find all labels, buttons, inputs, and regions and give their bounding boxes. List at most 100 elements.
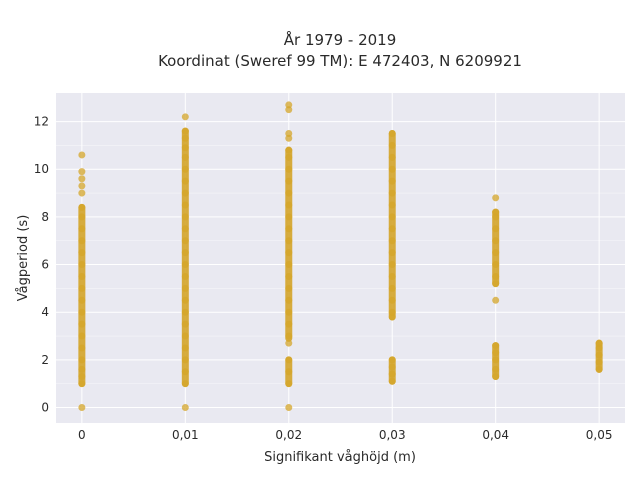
data-point-20 [78, 175, 86, 183]
data-point-18 [78, 189, 86, 197]
data-point-89 [388, 189, 396, 197]
data-point-28 [181, 332, 189, 340]
data-point-3 [78, 365, 86, 373]
y-tick-label-6: 12 [34, 115, 49, 129]
data-point-26 [181, 356, 189, 364]
x-tick-label-5: 0,05 [586, 428, 613, 442]
data-point-11 [78, 272, 86, 280]
y-tick-label-5: 10 [34, 162, 49, 176]
data-point-69 [285, 146, 293, 154]
data-point-46 [181, 127, 189, 135]
data-point-88 [388, 201, 396, 209]
data-point-79 [388, 308, 396, 316]
data-point-6 [78, 332, 86, 340]
data-point-50 [285, 368, 293, 376]
data-point-45 [181, 134, 189, 142]
data-point-102 [492, 272, 500, 280]
data-point-80 [388, 296, 396, 304]
data-point-43 [181, 153, 189, 161]
data-point-91 [388, 165, 396, 173]
y-tick-labels: 0 2 4 6 8 10 12 [34, 115, 49, 415]
data-point-60 [285, 249, 293, 257]
x-axis-label: Signifikant våghöjd (m) [264, 450, 416, 465]
data-point-14 [78, 237, 86, 245]
data-point-21 [78, 168, 86, 176]
data-point-32 [181, 284, 189, 292]
data-point-2 [78, 373, 86, 381]
data-point-96 [492, 365, 500, 373]
data-point-37 [181, 225, 189, 233]
x-tick-label-1: 0,01 [172, 428, 199, 442]
data-point-53 [285, 332, 293, 340]
data-point-76 [388, 363, 396, 371]
data-point-110 [595, 365, 603, 373]
data-point-62 [285, 225, 293, 233]
data-point-114 [595, 339, 603, 347]
y-tick-label-2: 4 [41, 305, 49, 319]
data-point-57 [285, 284, 293, 292]
data-point-58 [285, 272, 293, 280]
data-point-33 [181, 272, 189, 280]
chart-title-line-2: Koordinat (Sweref 99 TM): E 472403, N 62… [158, 52, 522, 70]
data-point-38 [181, 213, 189, 221]
data-point-52 [285, 339, 293, 347]
data-point-92 [388, 153, 396, 161]
data-point-27 [181, 344, 189, 352]
y-axis-label: Vågperiod (s) [16, 215, 31, 302]
data-point-54 [285, 320, 293, 328]
data-point-10 [78, 284, 86, 292]
data-point-85 [388, 237, 396, 245]
x-tick-label-3: 0,03 [379, 428, 406, 442]
data-point-87 [388, 213, 396, 221]
data-point-49 [285, 380, 293, 388]
data-point-106 [492, 225, 500, 233]
data-point-36 [181, 237, 189, 245]
data-point-42 [181, 165, 189, 173]
data-point-40 [181, 189, 189, 197]
data-point-31 [181, 296, 189, 304]
data-point-90 [388, 177, 396, 185]
data-point-25 [181, 368, 189, 376]
data-point-0 [78, 404, 86, 412]
data-point-77 [388, 356, 396, 364]
data-point-81 [388, 284, 396, 292]
x-tick-labels: 0 0,01 0,02 0,03 0,04 0,05 [78, 428, 612, 442]
chart-title-line-1: År 1979 - 2019 [284, 30, 397, 49]
data-point-67 [285, 165, 293, 173]
data-point-100 [492, 296, 500, 304]
y-tick-label-4: 8 [41, 210, 49, 224]
data-point-111 [595, 358, 603, 366]
data-point-23 [181, 404, 189, 412]
data-point-98 [492, 349, 500, 357]
data-point-12 [78, 261, 86, 269]
data-point-74 [388, 377, 396, 385]
data-point-30 [181, 308, 189, 316]
data-point-63 [285, 213, 293, 221]
x-tick-label-2: 0,02 [275, 428, 302, 442]
data-point-66 [285, 177, 293, 185]
y-tick-label-0: 0 [41, 401, 49, 415]
data-point-7 [78, 320, 86, 328]
data-point-5 [78, 344, 86, 352]
data-point-56 [285, 296, 293, 304]
data-point-71 [285, 130, 293, 138]
data-point-9 [78, 296, 86, 304]
data-point-22 [78, 151, 86, 159]
data-point-48 [285, 404, 293, 412]
data-point-17 [78, 203, 86, 211]
data-point-64 [285, 201, 293, 209]
data-point-93 [388, 141, 396, 149]
data-point-8 [78, 308, 86, 316]
data-point-104 [492, 249, 500, 257]
data-point-1 [78, 380, 86, 388]
data-point-13 [78, 249, 86, 257]
data-point-29 [181, 320, 189, 328]
data-point-68 [285, 153, 293, 161]
data-point-109 [492, 194, 500, 202]
plot-area [56, 93, 625, 423]
data-point-51 [285, 356, 293, 364]
data-point-39 [181, 201, 189, 209]
y-tick-label-1: 2 [41, 353, 49, 367]
